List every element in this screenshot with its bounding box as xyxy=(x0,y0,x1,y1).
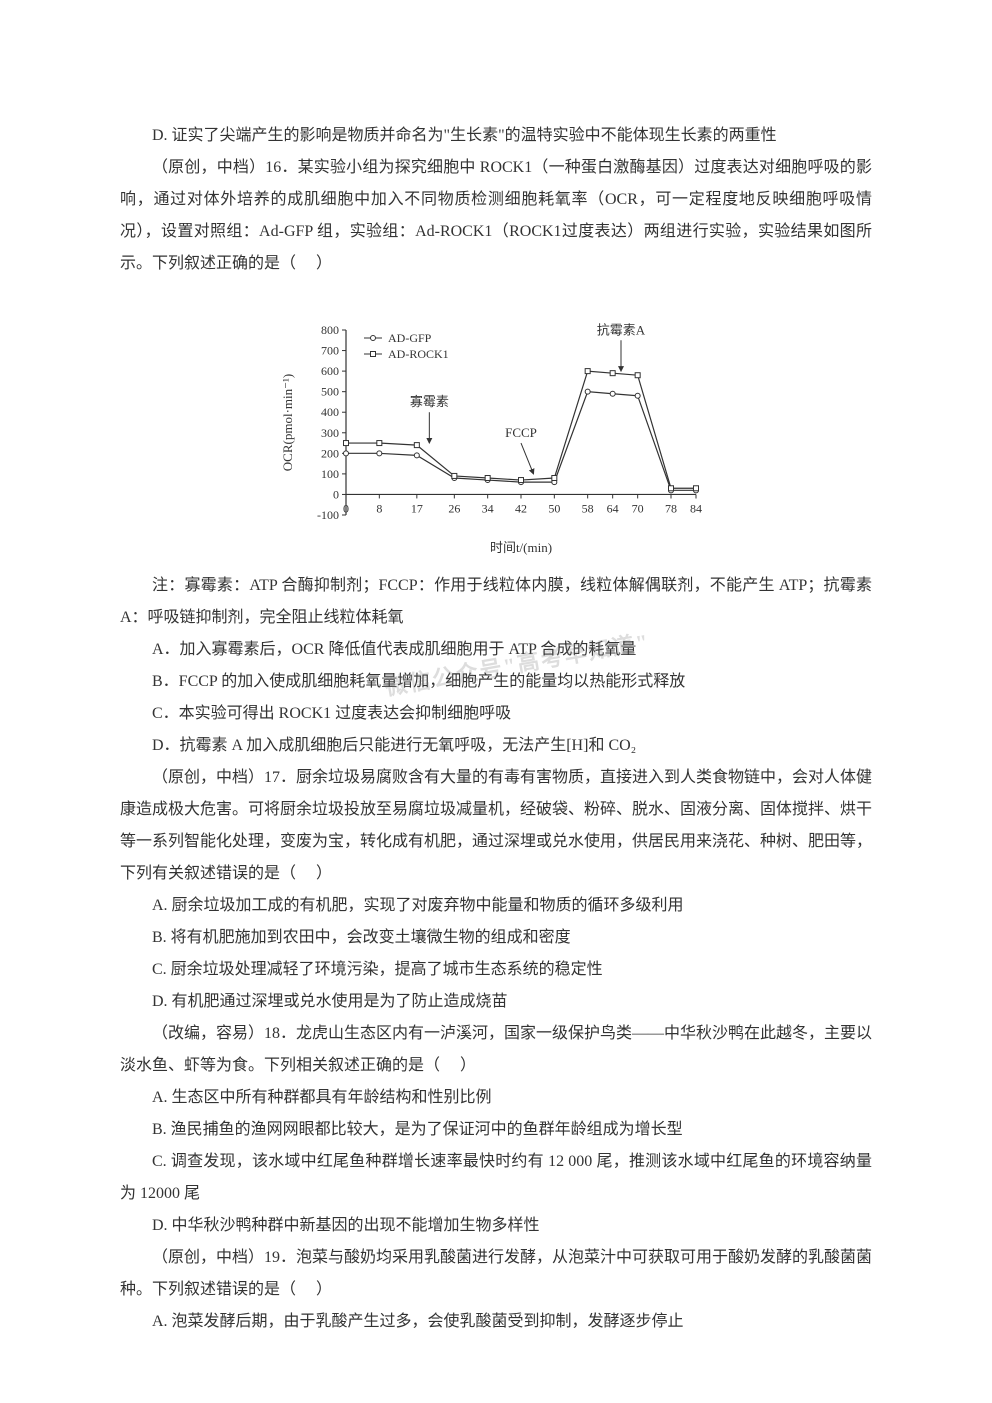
q16-option-a: A．加入寡霉素后，OCR 降低值代表成肌细胞用于 ATP 合成的耗氧量 xyxy=(120,634,872,666)
svg-text:58: 58 xyxy=(582,501,594,515)
svg-text:OCR(pmol·min⁻¹): OCR(pmol·min⁻¹) xyxy=(280,374,295,471)
q15-option-d: D. 证实了尖端产生的影响是物质并命名为"生长素"的温特实验中不能体现生长素的两… xyxy=(120,120,872,152)
svg-text:时间t/(min): 时间t/(min) xyxy=(490,540,552,555)
svg-text:34: 34 xyxy=(482,501,494,515)
svg-text:100: 100 xyxy=(321,467,339,481)
svg-text:500: 500 xyxy=(321,385,339,399)
svg-text:8: 8 xyxy=(376,501,382,515)
q17-option-b: B. 将有机肥施加到农田中，会改变土壤微生物的组成和密度 xyxy=(120,922,872,954)
svg-text:0: 0 xyxy=(343,501,349,515)
watermark-region: 注：寡霉素：ATP 合酶抑制剂；FCCP：作用于线粒体内膜，线粒体解偶联剂，不能… xyxy=(120,570,872,762)
q18-option-d: D. 中华秋沙鸭种群中新基因的出现不能增加生物多样性 xyxy=(120,1210,872,1242)
svg-text:300: 300 xyxy=(321,426,339,440)
svg-text:50: 50 xyxy=(548,501,560,515)
svg-text:700: 700 xyxy=(321,344,339,358)
svg-text:17: 17 xyxy=(411,501,423,515)
q18-option-a: A. 生态区中所有种群都具有年龄结构和性别比例 xyxy=(120,1082,872,1114)
ocr-chart: -100 0 100 200 300 400 500 600 700 800 0 8 17 26 34 42 5… xyxy=(276,300,716,560)
svg-text:400: 400 xyxy=(321,405,339,419)
q17-intro: （原创，中档）17．厨余垃圾易腐败含有大量的有毒有害物质，直接进入到人类食物链中… xyxy=(120,762,872,890)
svg-text:64: 64 xyxy=(607,501,619,515)
q18-option-c: C. 调查发现，该水域中红尾鱼种群增长速率最快时约有 12 000 尾，推测该水… xyxy=(120,1146,872,1210)
q16-option-c: C．本实验可得出 ROCK1 过度表达会抑制细胞呼吸 xyxy=(120,698,872,730)
svg-text:800: 800 xyxy=(321,323,339,337)
svg-text:AD-ROCK1: AD-ROCK1 xyxy=(388,347,449,361)
q17-option-c: C. 厨余垃圾处理减轻了环境污染，提高了城市生态系统的稳定性 xyxy=(120,954,872,986)
svg-text:-100: -100 xyxy=(317,508,339,522)
svg-text:抗霉素A: 抗霉素A xyxy=(597,322,646,337)
svg-text:84: 84 xyxy=(690,501,702,515)
svg-text:600: 600 xyxy=(321,364,339,378)
svg-text:0: 0 xyxy=(333,487,339,501)
q17-option-a: A. 厨余垃圾加工成的有机肥，实现了对废弃物中能量和物质的循环多级利用 xyxy=(120,890,872,922)
svg-text:42: 42 xyxy=(515,501,527,515)
svg-text:AD-GFP: AD-GFP xyxy=(388,331,432,345)
q17-option-d: D. 有机肥通过深埋或兑水使用是为了防止造成烧苗 xyxy=(120,986,872,1018)
q16-note: 注：寡霉素：ATP 合酶抑制剂；FCCP：作用于线粒体内膜，线粒体解偶联剂，不能… xyxy=(120,570,872,634)
svg-text:200: 200 xyxy=(321,446,339,460)
svg-text:70: 70 xyxy=(632,501,644,515)
svg-text:78: 78 xyxy=(665,501,677,515)
q16-option-b: B．FCCP 的加入使成肌细胞耗氧量增加，细胞产生的能量均以热能形式释放 xyxy=(120,666,872,698)
svg-text:寡霉素: 寡霉素 xyxy=(410,394,449,409)
svg-text:26: 26 xyxy=(448,501,460,515)
q16-intro: （原创，中档）16．某实验小组为探究细胞中 ROCK1（一种蛋白激酶基因）过度表… xyxy=(120,152,872,280)
q18-intro: （改编，容易）18．龙虎山生态区内有一泸溪河，国家一级保护鸟类——中华秋沙鸭在此… xyxy=(120,1018,872,1082)
q18-option-b: B. 渔民捕鱼的渔网网眼都比较大，是为了保证河中的鱼群年龄组成为增长型 xyxy=(120,1114,872,1146)
q16-option-d: D．抗霉素 A 加入成肌细胞后只能进行无氧呼吸，无法产生[H]和 CO₂ xyxy=(120,730,872,762)
q19-intro: （原创，中档）19．泡菜与酸奶均采用乳酸菌进行发酵，从泡菜汁中可获取可用于酸奶发… xyxy=(120,1242,872,1306)
svg-text:FCCP: FCCP xyxy=(505,425,537,440)
q19-option-a: A. 泡菜发酵后期，由于乳酸产生过多，会使乳酸菌受到抑制，发酵逐步停止 xyxy=(120,1306,872,1338)
